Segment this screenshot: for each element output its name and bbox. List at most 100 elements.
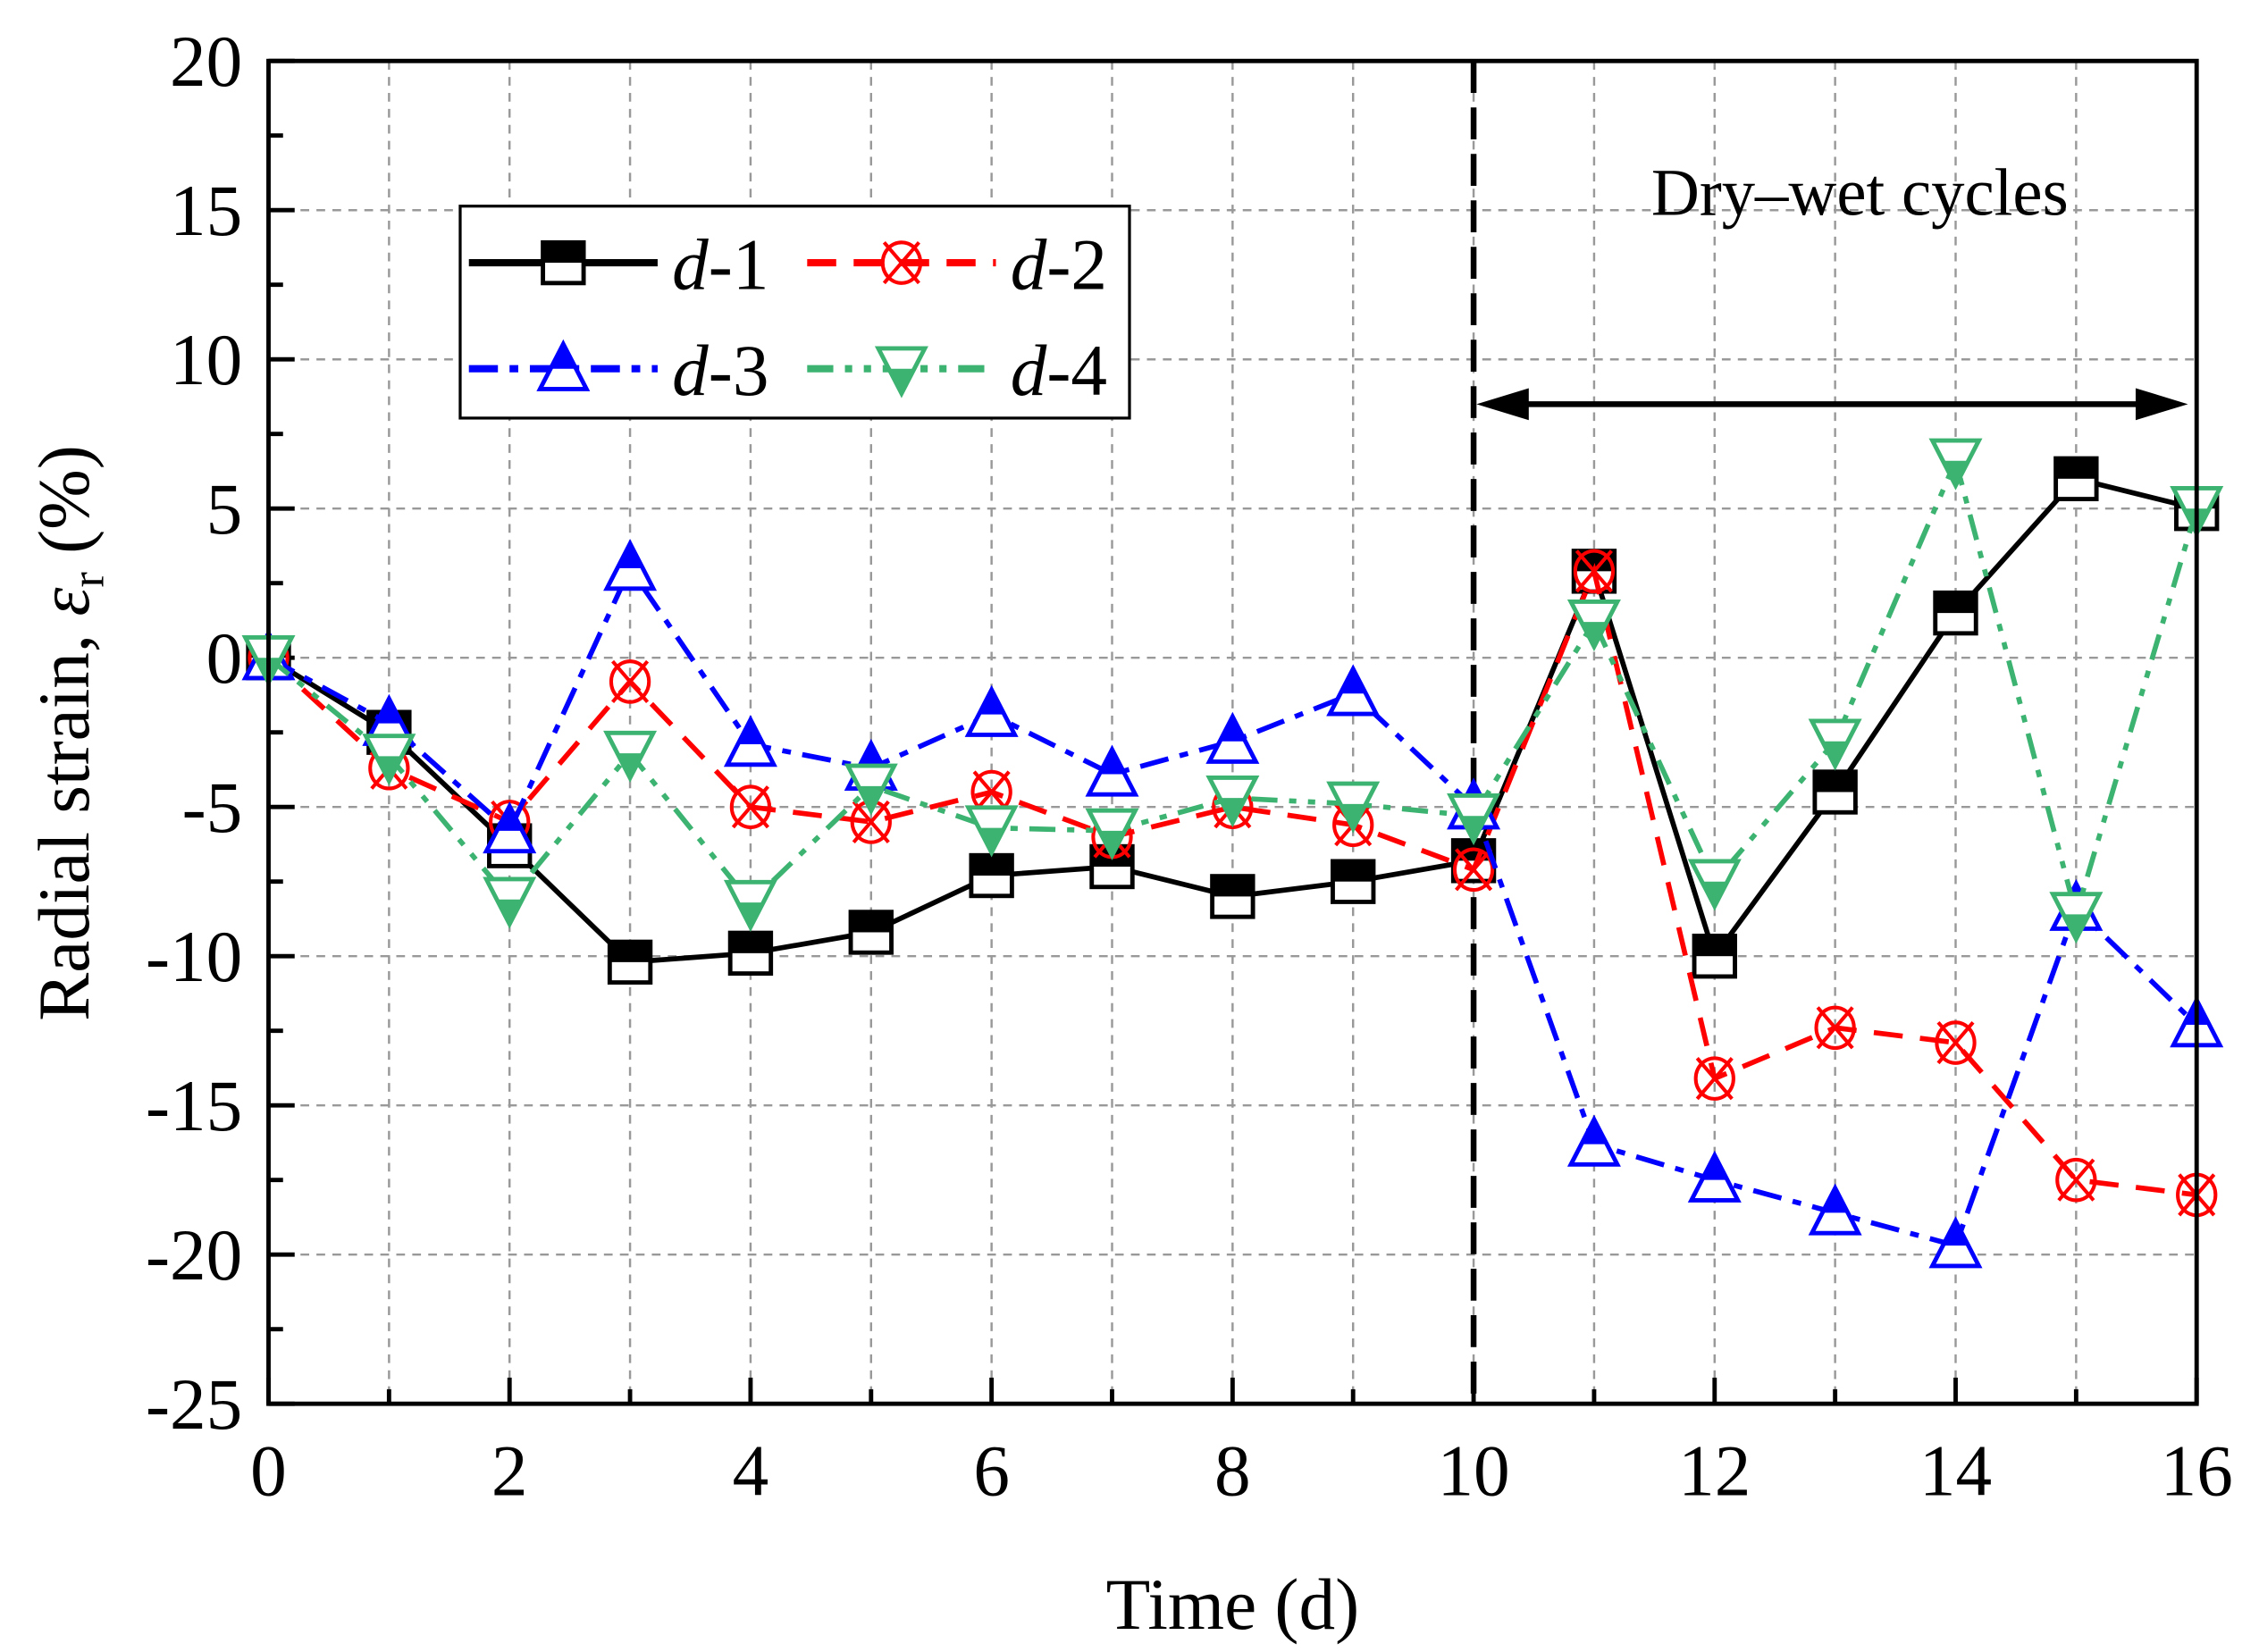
data-point-d-2 [1452,847,1495,893]
data-point-d-3-fill [618,543,642,569]
y-tick-label: 15 [170,171,242,251]
x-tick-label: 2 [491,1431,528,1512]
data-point-d-4-fill [1823,741,1847,767]
data-point-d-1-fill [730,933,771,953]
x-axis-label: Time (d) [1106,1564,1360,1645]
legend-label-suffix: -2 [1046,224,1107,305]
region-label: Dry–wet cycles [1651,155,2069,230]
data-point-d-4-fill [1462,816,1486,841]
y-tick-labels: 20 15 10 5 0 -5 -10 -15 -20 -25 [146,21,242,1445]
data-point-d-2 [1573,549,1616,594]
data-point-d-2-x [1936,1020,1975,1065]
data-point-d-4-fill [1702,881,1726,907]
data-point-d-2 [1693,1056,1735,1101]
legend-marker-d-4-fill [889,368,913,394]
dry-wet-range-arrow [1476,388,2188,421]
legend-label-suffix: -1 [709,224,769,305]
y-tick-label: -10 [146,917,242,997]
data-point-d-4-fill [1944,460,1968,486]
y-tick-label: 20 [170,21,242,102]
series-line-d-2 [266,563,2197,1198]
data-point-d-4-fill [1341,803,1365,829]
x-tick-label: 12 [1678,1431,1751,1512]
legend-label-prefix: d [672,331,709,411]
x-tick-label: 8 [1214,1431,1251,1512]
data-point-d-1-fill [609,942,651,962]
data-point-d-2 [729,784,772,829]
x-tick-labels: 0 2 4 6 8 10 12 14 16 [250,1431,2233,1512]
x-tick-label: 0 [250,1431,287,1512]
legend-label-suffix: -4 [1046,331,1107,411]
x-tick-label: 4 [733,1431,769,1512]
y-tick-label: 0 [206,618,243,699]
data-point-d-3-fill [1100,749,1124,775]
data-point-d-1-fill [1212,876,1254,897]
x-tick-label: 16 [2161,1431,2233,1512]
data-point-d-3-fill [1341,668,1365,694]
x-tick-label: 14 [1919,1431,1992,1512]
legend-label-d-1: d-1 [672,224,768,305]
data-point-d-4-fill [2064,914,2088,940]
data-point-d-2-x [1455,848,1493,892]
data-point-d-3-fill [979,690,1004,715]
data-point-d-3-fill [377,699,401,724]
data-point-d-2-x [611,659,650,703]
y-tick-label: 5 [206,469,243,549]
data-point-d-4-fill [859,785,883,811]
y-tick-label: -5 [182,767,243,848]
legend-label-d-2: d-2 [1011,224,1107,305]
data-point-d-1-fill [2055,458,2097,479]
data-point-d-2 [2055,1157,2097,1203]
data-point-d-2-x [731,785,769,829]
y-tick-label: 10 [170,320,242,400]
data-point-d-2 [1814,1005,1856,1051]
data-point-d-2-x [2057,1158,2095,1202]
legend-label-prefix: d [672,224,709,305]
arrow-head-right [2135,388,2188,421]
data-point-d-3-fill [738,719,762,745]
y-tick-label: -20 [146,1215,242,1296]
data-point-d-1-fill [1694,935,1735,957]
data-point-d-3-fill [1944,1220,1968,1246]
data-point-d-4-fill [498,899,522,925]
data-point-d-4-fill [618,753,642,778]
legend-marker-d-2-x [882,241,920,285]
legend-marker-d-1-fill [542,242,584,264]
data-point-d-2 [1935,1020,1977,1065]
y-tick-label: -25 [146,1364,242,1445]
legend-label-d-4: d-4 [1011,331,1107,411]
legend-marker-d-3-fill [551,344,575,369]
data-point-d-1-fill [851,911,892,933]
arrow-head-left [1476,388,1529,421]
data-point-d-3-fill [1823,1187,1847,1213]
data-point-d-1-fill [1935,592,1977,614]
legend-label-prefix: d [1011,331,1047,411]
data-point-d-3-fill [1221,717,1245,742]
plot-frame [266,58,2199,1406]
series-line-d-3 [267,563,2199,1249]
data-point-d-2 [609,659,651,704]
data-point-d-1-fill [1814,771,1856,792]
y-tick-label: -15 [146,1066,242,1146]
data-point-d-2-x [852,800,890,843]
data-point-d-4-fill [1100,830,1124,856]
data-point-d-3-fill [859,743,883,768]
data-point-d-4-fill [377,756,401,782]
data-point-d-1-fill [970,855,1012,876]
data-point-d-2-x [1695,1057,1734,1101]
x-tick-label: 10 [1437,1431,1509,1512]
y-axis-label: Radial strain, εr (%) [24,445,113,1021]
legend-label-prefix: d [1011,224,1047,305]
data-point-d-3-fill [1702,1155,1726,1180]
data-point-d-2-x [1816,1006,1854,1050]
legend-label-suffix: -3 [709,331,769,411]
data-point-d-4-fill [738,902,762,927]
data-point-d-1-fill [1332,860,1373,882]
series-layer [241,438,2224,1269]
legend: d-1 d-2d-3 d-4 [458,205,1131,420]
data-point-d-3-fill [498,806,522,831]
data-point-d-4-fill [1221,798,1245,823]
data-point-d-2-x [1575,549,1613,593]
x-tick-label: 6 [973,1431,1010,1512]
